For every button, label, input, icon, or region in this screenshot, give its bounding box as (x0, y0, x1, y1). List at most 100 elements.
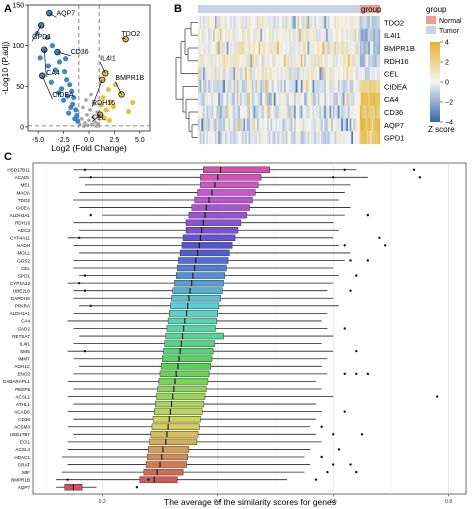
heatmap-cell (356, 131, 359, 145)
heatmap-cell (224, 16, 227, 29)
heatmap-cell (376, 67, 379, 81)
heatmap-cell (294, 118, 296, 132)
heatmap-cell (204, 28, 207, 42)
box-iqr (165, 332, 224, 340)
heatmap-cell (228, 131, 231, 145)
heatmap-cell (228, 92, 231, 106)
heatmap-cell (283, 92, 286, 106)
heatmap-cell (319, 54, 322, 68)
heatmap-cell (216, 131, 219, 145)
heatmap-cell (289, 131, 291, 145)
volcano-point-ns (80, 117, 84, 121)
row-label-bmpr1b: BMPR1B (384, 44, 415, 53)
heatmap-cell (198, 16, 200, 29)
heatmap-cell (267, 54, 269, 68)
heatmap-cell (374, 28, 377, 42)
heatmap-cell (322, 28, 325, 42)
box-iqr (143, 468, 184, 476)
heatmap-cell (236, 41, 239, 55)
heatmap-cell (248, 41, 251, 55)
heatmap-cell (245, 131, 248, 145)
heatmap-cell (344, 118, 347, 132)
volcano-point-ns (91, 115, 95, 119)
heatmap-cell (376, 92, 379, 106)
box-outlier (343, 244, 346, 247)
heatmap-cell (349, 16, 352, 29)
volcano-point-up (100, 95, 106, 101)
gene-label-leader (99, 62, 106, 74)
heatmap-cell (262, 16, 264, 29)
volcano-point-down (55, 90, 62, 96)
heatmap-cell (277, 67, 280, 81)
heatmap-cell (339, 118, 342, 132)
heatmap-cell (312, 105, 315, 119)
heatmap-cell (203, 67, 205, 81)
heatmap-cell (305, 28, 308, 42)
heatmap-cell (295, 54, 298, 68)
heatmap-cell (219, 41, 222, 55)
heatmap-cell (250, 28, 253, 42)
heatmap-cell (315, 41, 318, 55)
heatmap-cell (295, 131, 298, 145)
heatmap-cell (317, 105, 320, 119)
heatmap-cell (238, 54, 241, 68)
heatmap-cell (226, 131, 229, 145)
heatmap-cell (366, 92, 369, 106)
heatmap-cell (199, 105, 202, 119)
heatmap-cell (292, 16, 295, 29)
box-outlier (83, 349, 87, 353)
heatmap-cell (302, 41, 305, 55)
heatmap-cell (373, 80, 376, 93)
box-outlier (77, 281, 81, 285)
heatmap-cell (226, 16, 229, 29)
heatmap-cell (206, 92, 209, 106)
heatmap-cell (344, 131, 347, 145)
heatmap-cell (368, 54, 371, 68)
heatmap-cell (282, 92, 285, 106)
legend-label-normal: Normal (439, 18, 462, 25)
heatmap-cell (326, 131, 328, 145)
gene-label: GGS2 (17, 258, 30, 263)
box-outlier (314, 478, 318, 481)
heatmap-cell (268, 28, 271, 42)
heatmap-cell (347, 41, 350, 55)
heatmap-cell (364, 67, 367, 81)
gene-label: CIDEA (16, 205, 31, 210)
heatmap-cell (368, 131, 371, 145)
gene-label: CA4 (21, 319, 30, 324)
heatmap-cell (374, 92, 377, 106)
heatmap-cell (366, 41, 369, 55)
heatmap-cell (270, 118, 273, 132)
heatmap-cell (299, 92, 301, 106)
heatmap-cell (209, 80, 212, 93)
heatmap-cell (241, 131, 244, 145)
heatmap-cell (369, 67, 372, 81)
volcano-point-ns (94, 124, 98, 128)
gene-label: ALDH1A1 (10, 311, 31, 316)
volcano-point-ns (87, 118, 91, 123)
heatmap-cell (349, 118, 352, 132)
heatmap-cell (241, 41, 244, 55)
heatmap-cell (339, 54, 342, 68)
gene-label-highlight (99, 76, 106, 83)
heatmap-cell (285, 54, 288, 68)
row-label-cel: CEL (384, 70, 399, 79)
heatmap-cell (304, 16, 307, 29)
heatmap-cell (263, 92, 266, 106)
heatmap-cell (246, 131, 249, 145)
heatmap-cell (321, 80, 323, 93)
heatmap-cell (356, 92, 359, 106)
heatmap-cell (223, 41, 226, 55)
heatmap-cell (241, 105, 244, 119)
heatmap-cell (275, 105, 278, 119)
heatmap-cell (356, 105, 359, 119)
heatmap-cell (236, 105, 239, 119)
heatmap-cell (376, 16, 379, 29)
heatmap-cell (218, 131, 221, 145)
heatmap-cell (245, 28, 248, 42)
heatmap-cell (346, 80, 349, 93)
group-legend-title: group (426, 5, 447, 14)
volcano-point-ns (85, 112, 89, 117)
heatmap-cell (305, 16, 308, 29)
heatmap-cell (310, 54, 313, 68)
